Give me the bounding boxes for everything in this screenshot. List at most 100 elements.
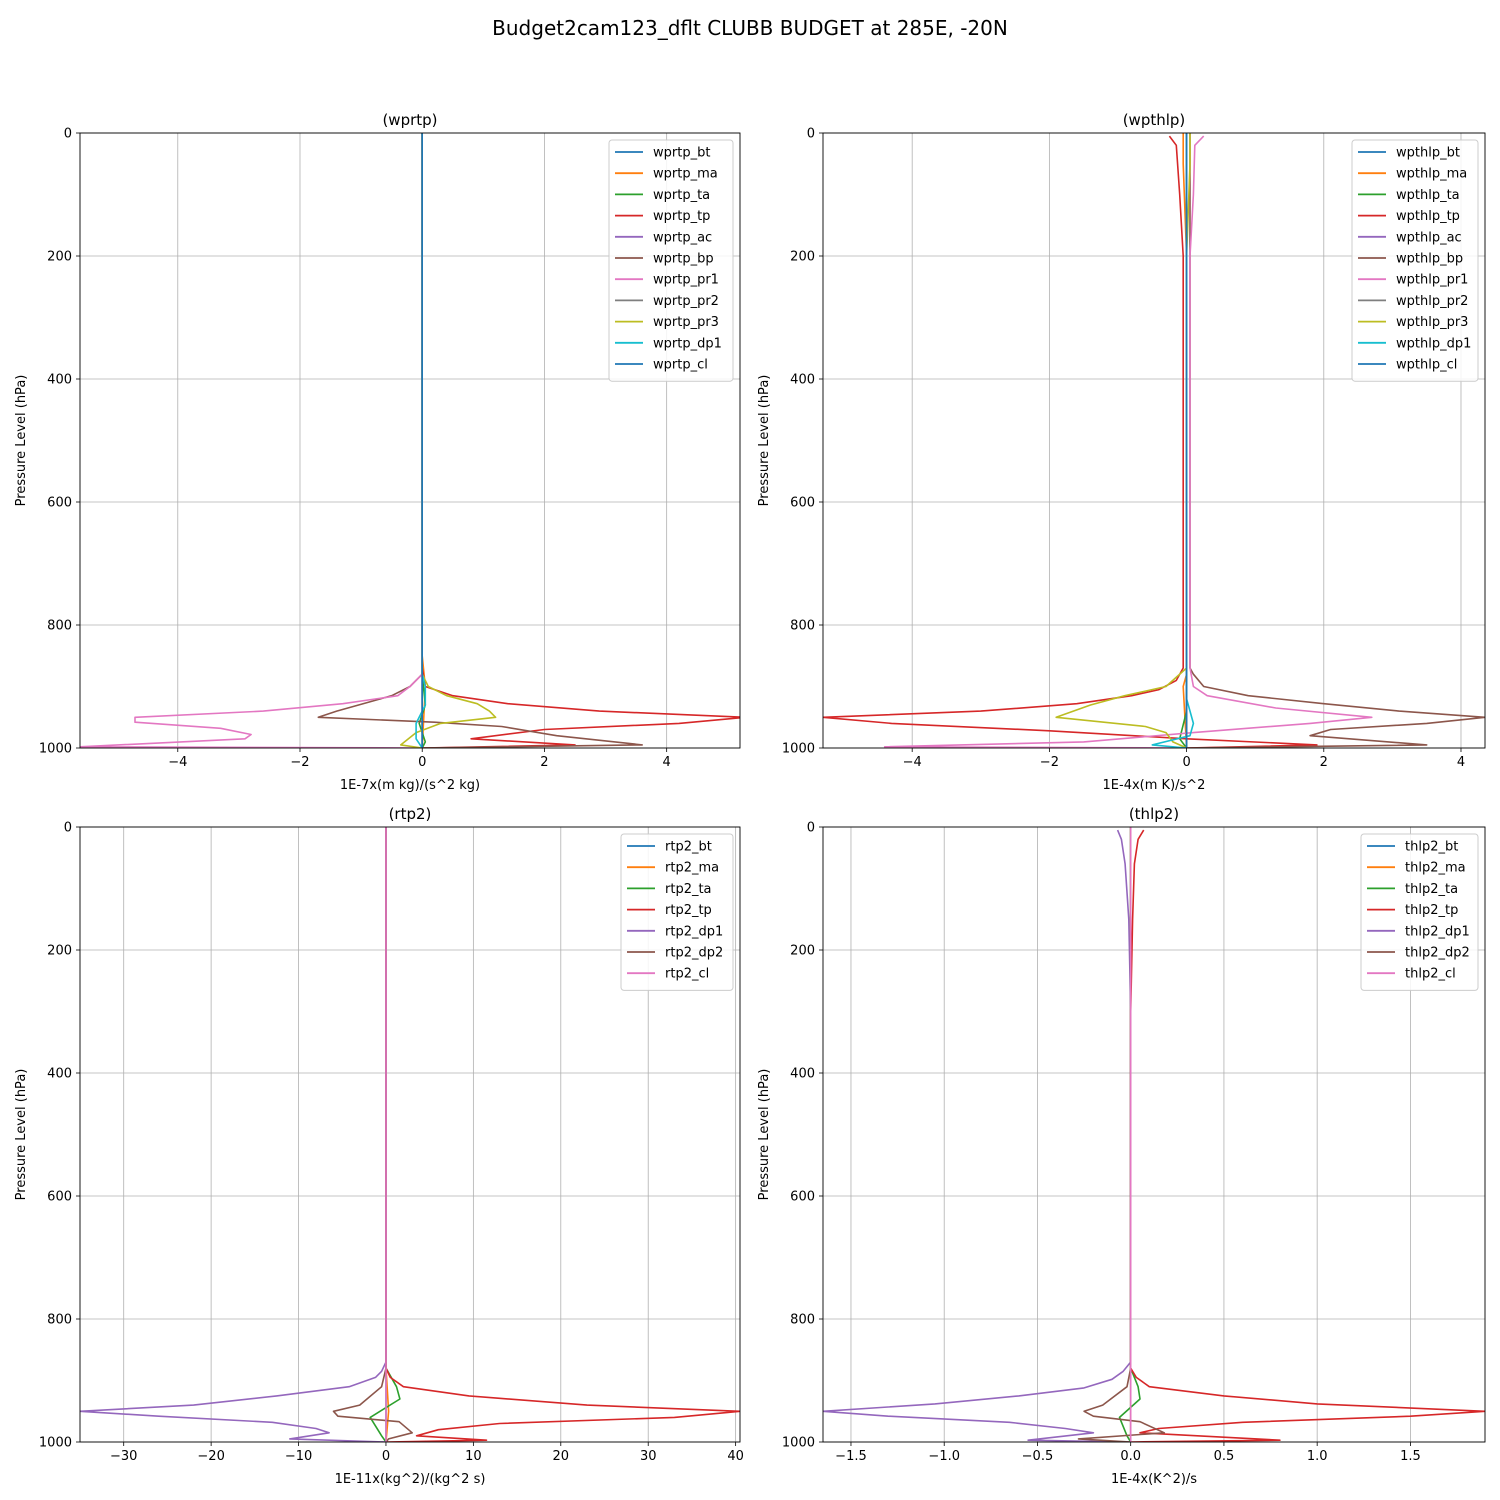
y-axis-label: Pressure Level (hPa)	[14, 1069, 29, 1201]
legend-label-wpthlp_bp: wpthlp_bp	[1396, 252, 1463, 267]
series-group	[823, 827, 1485, 1442]
y-tick-label: 800	[790, 619, 815, 634]
legend: wpthlp_bt wpthlp_ma wpthlp_ta wpthlp_tpwpth…	[1351, 139, 1479, 382]
y-tick-label: 200	[790, 944, 815, 959]
legend-label-wprtp_bt: wprtp_bt	[653, 146, 710, 161]
x-axis-label: 1E-4x(m K)/s^2	[1103, 778, 1206, 793]
x-tick-label: −2	[290, 755, 309, 770]
y-tick-label: 600	[47, 496, 72, 511]
series-line-wprtp_pr3	[400, 133, 497, 748]
legend-label-wprtp_ac: wprtp_ac	[653, 230, 712, 245]
legend-label-wprtp_tp: wprtp_tp	[653, 209, 710, 224]
x-tick-label: 40	[727, 1449, 744, 1464]
x-tick-label: 20	[553, 1449, 570, 1464]
legend-label-rtp2_dp1: rtp2_dp1	[665, 924, 723, 939]
legend-label-wpthlp_ta: wpthlp_ta	[1396, 188, 1460, 203]
legend-label-thlp2_ta: thlp2_ta	[1405, 882, 1458, 897]
y-tick-label: 200	[47, 250, 72, 265]
series-group	[80, 133, 740, 748]
legend-label-wprtp_pr2: wprtp_pr2	[653, 294, 719, 309]
y-tick-label: 400	[47, 373, 72, 388]
legend-label-wprtp_bp: wprtp_bp	[653, 252, 714, 267]
y-tick-label: 800	[47, 619, 72, 634]
y-tick-label: 0	[64, 127, 72, 142]
y-tick-label: 200	[47, 944, 72, 959]
y-tick-label: 1000	[782, 742, 815, 757]
legend-label-thlp2_dp1: thlp2_dp1	[1405, 924, 1470, 939]
x-tick-label: −4	[168, 755, 187, 770]
x-tick-label: −20	[197, 1449, 224, 1464]
legend-label-rtp2_bt: rtp2_bt	[665, 840, 712, 855]
x-tick-label: 1.5	[1400, 1449, 1421, 1464]
x-tick-label: 2	[540, 755, 548, 770]
legend-label-wpthlp_bt: wpthlp_bt	[1396, 146, 1460, 161]
y-tick-label: 800	[47, 1313, 72, 1328]
legend-label-thlp2_cl: thlp2_cl	[1405, 967, 1456, 982]
legend-label-wprtp_pr1: wprtp_pr1	[653, 273, 719, 288]
panel-title: (thlp2)	[1129, 805, 1179, 823]
x-tick-label: −30	[110, 1449, 137, 1464]
y-axis-label: Pressure Level (hPa)	[14, 375, 29, 507]
legend: wprtp_bt wprtp_ma wprtp_ta wprtp_tp wprtp_ac…	[608, 139, 734, 382]
legend-label-thlp2_bt: thlp2_bt	[1405, 840, 1458, 855]
legend-label-wpthlp_dp1: wpthlp_dp1	[1396, 336, 1471, 351]
panel-wpthlp: −4 −2 0 2 4 0 200 400 600 800 1000 (wpthlp) 1E-4x(m …	[757, 111, 1486, 793]
y-tick-label: 1000	[782, 1436, 815, 1451]
y-tick-label: 400	[790, 373, 815, 388]
series-line-wprtp_dp1	[415, 133, 427, 748]
y-tick-label: 400	[47, 1067, 72, 1082]
x-tick-label: 0	[418, 755, 426, 770]
x-tick-label: 10	[465, 1449, 482, 1464]
legend-label-wpthlp_pr2: wpthlp_pr2	[1396, 294, 1468, 309]
legend-label-rtp2_cl: rtp2_cl	[665, 967, 709, 982]
legend-label-rtp2_ta: rtp2_ta	[665, 882, 712, 897]
y-tick-label: 600	[47, 1190, 72, 1205]
series-line-wpthlp_tp	[823, 135, 1318, 748]
axes-frame	[79, 826, 741, 1443]
y-tick-label: 600	[790, 496, 815, 511]
series-group	[823, 133, 1485, 748]
legend-label-thlp2_dp2: thlp2_dp2	[1405, 946, 1470, 961]
legend-label-wprtp_ta: wprtp_ta	[653, 188, 710, 203]
x-tick-label: −10	[285, 1449, 312, 1464]
x-axis-label: 1E-7x(m kg)/(s^2 kg)	[340, 778, 480, 793]
legend-label-thlp2_ma: thlp2_ma	[1405, 861, 1466, 876]
series-group	[80, 827, 740, 1442]
legend-label-wpthlp_cl: wpthlp_cl	[1396, 358, 1457, 373]
legend: thlp2_bt thlp2_ma thlp2_ta thlp2_tp thlp2_dp…	[1360, 833, 1479, 991]
x-tick-label: 0	[382, 1449, 390, 1464]
series-line-thlp2_dp1	[823, 829, 1132, 1442]
legend-label-rtp2_tp: rtp2_tp	[665, 903, 712, 918]
y-tick-label: 600	[790, 1190, 815, 1205]
panel-thlp2: −1.5 −1.0 −0.5 0.0 0.5 1.0 1.5 0 200 400 600 800 100…	[757, 805, 1486, 1487]
legend-label-wpthlp_pr1: wpthlp_pr1	[1396, 273, 1468, 288]
figure-title: Budget2cam123_dflt CLUBB BUDGET at 285E,…	[492, 16, 1008, 40]
x-axis-label: 1E-4x(K^2)/s	[1111, 1472, 1197, 1487]
series-line-wpthlp_pr1	[883, 135, 1373, 748]
panel-title: (wprtp)	[382, 111, 437, 129]
legend-label-wpthlp_tp: wpthlp_tp	[1396, 209, 1460, 224]
legend-label-rtp2_ma: rtp2_ma	[665, 861, 719, 876]
axes-frame	[822, 132, 1486, 749]
y-tick-label: 0	[807, 127, 815, 142]
x-tick-label: 0	[1182, 755, 1190, 770]
series-line-thlp2_ta	[1118, 827, 1141, 1442]
x-tick-label: −0.5	[1022, 1449, 1054, 1464]
y-axis-label: Pressure Level (hPa)	[757, 375, 772, 507]
legend-label-wpthlp_ma: wpthlp_ma	[1396, 167, 1467, 182]
x-tick-label: −2	[1040, 755, 1059, 770]
legend-label-wprtp_cl: wprtp_cl	[653, 358, 708, 373]
legend-label-wpthlp_pr3: wpthlp_pr3	[1396, 315, 1468, 330]
axes-frame	[79, 132, 741, 749]
series-line-thlp2_dp2	[1077, 827, 1166, 1442]
x-tick-label: −1.5	[835, 1449, 867, 1464]
y-tick-label: 1000	[39, 742, 72, 757]
legend-label-thlp2_tp: thlp2_tp	[1405, 903, 1458, 918]
series-line-rtp2_ta	[369, 827, 401, 1442]
panel-title: (rtp2)	[389, 805, 432, 823]
x-tick-label: −4	[903, 755, 922, 770]
series-line-rtp2_dp1	[80, 827, 387, 1442]
x-tick-label: 4	[663, 755, 671, 770]
x-tick-label: 2	[1320, 755, 1328, 770]
